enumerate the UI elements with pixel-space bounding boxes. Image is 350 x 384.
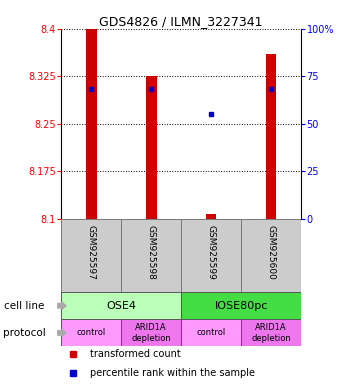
Bar bbox=[121, 219, 181, 292]
Text: cell line: cell line bbox=[4, 301, 44, 311]
Bar bbox=[61, 219, 121, 292]
Text: transformed count: transformed count bbox=[90, 349, 181, 359]
Bar bbox=[86, 29, 97, 219]
Bar bbox=[61, 319, 121, 346]
Title: GDS4826 / ILMN_3227341: GDS4826 / ILMN_3227341 bbox=[99, 15, 263, 28]
Text: control: control bbox=[77, 328, 106, 338]
Bar bbox=[206, 214, 217, 219]
Text: control: control bbox=[196, 328, 226, 338]
Text: IOSE80pc: IOSE80pc bbox=[215, 301, 268, 311]
Text: GSM925600: GSM925600 bbox=[267, 225, 275, 280]
Bar bbox=[266, 54, 276, 219]
Text: GSM925598: GSM925598 bbox=[147, 225, 156, 280]
Text: GSM925597: GSM925597 bbox=[87, 225, 96, 280]
Bar bbox=[146, 76, 156, 219]
Text: percentile rank within the sample: percentile rank within the sample bbox=[90, 368, 255, 378]
Text: OSE4: OSE4 bbox=[106, 301, 136, 311]
Bar bbox=[241, 319, 301, 346]
Text: ARID1A
depletion: ARID1A depletion bbox=[251, 323, 291, 343]
Text: ARID1A
depletion: ARID1A depletion bbox=[131, 323, 171, 343]
Bar bbox=[181, 219, 241, 292]
Bar bbox=[241, 219, 301, 292]
Bar bbox=[61, 292, 181, 319]
Bar bbox=[181, 292, 301, 319]
Text: GSM925599: GSM925599 bbox=[206, 225, 216, 280]
Text: protocol: protocol bbox=[4, 328, 46, 338]
Bar bbox=[121, 319, 181, 346]
Bar bbox=[181, 319, 241, 346]
